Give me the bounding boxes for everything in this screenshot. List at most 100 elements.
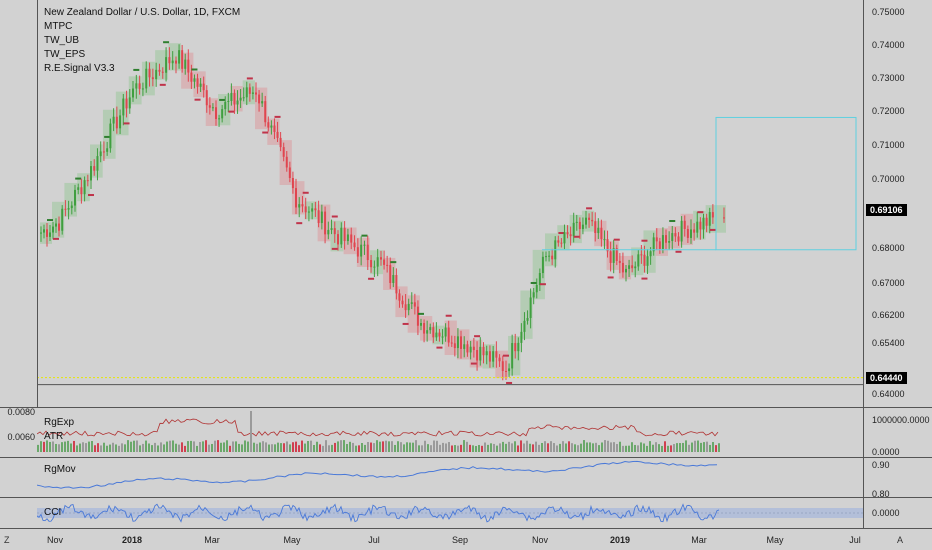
volume-bar [277, 442, 279, 452]
signal-marker [133, 68, 140, 71]
volume-bar [79, 443, 81, 452]
volume-bar [406, 442, 408, 452]
volume-bar [574, 444, 576, 452]
candle-body [652, 237, 655, 252]
corner-left[interactable]: Z [4, 535, 10, 545]
indicator-tw-eps[interactable]: TW_EPS [44, 49, 86, 60]
volume-bar [397, 441, 399, 452]
pane-separator[interactable] [0, 407, 932, 408]
candle-body [472, 346, 475, 351]
rgmov-pane[interactable] [37, 458, 863, 497]
left-scale[interactable]: 0.0080 0.0060 [0, 0, 35, 528]
candle-body [600, 227, 603, 240]
candle-body [686, 229, 689, 238]
volume-bar [631, 442, 633, 452]
rgmov-label[interactable]: RgMov [44, 464, 76, 475]
signal-zone [495, 350, 508, 379]
price-pane[interactable] [37, 0, 863, 407]
volume-bar [427, 444, 429, 452]
volume-bar [559, 443, 561, 452]
volume-bar [526, 440, 528, 452]
candle-body [184, 59, 187, 69]
volume-bar [73, 440, 75, 452]
indicator-re-signal[interactable]: R.E.Signal V3.3 [44, 63, 115, 74]
price-chart[interactable] [37, 0, 863, 407]
cci-label[interactable]: CCI [44, 507, 62, 518]
volume-bar [88, 441, 90, 452]
volume-bar [145, 440, 147, 452]
signal-marker [669, 220, 676, 223]
volume-bar [310, 440, 312, 452]
candle-body [407, 303, 410, 311]
volume-bar [373, 443, 375, 452]
signal-marker [390, 261, 397, 264]
cci-line [37, 503, 720, 523]
volume-bar [160, 442, 162, 452]
volume-bar [346, 444, 348, 452]
candle-body [135, 83, 138, 89]
candle-body [466, 344, 469, 353]
atr-label[interactable]: ATR [44, 431, 64, 442]
rgexp-pane[interactable] [37, 408, 863, 457]
rgmov-right-tick: 0.80 [872, 489, 890, 499]
signal-zone [155, 50, 169, 80]
time-axis-label: May [283, 535, 301, 545]
indicator-mtpc[interactable]: MTPC [44, 21, 73, 32]
candle-body [606, 239, 609, 252]
candle-body [404, 304, 407, 311]
signal-marker [607, 276, 614, 279]
candle-body [711, 212, 714, 218]
pane-separator[interactable] [0, 497, 932, 498]
volume-bar [595, 442, 597, 452]
pane-separator[interactable] [0, 457, 932, 458]
rgexp-label[interactable]: RgExp [44, 417, 75, 428]
volume-bar [292, 442, 294, 452]
signal-zone [267, 118, 280, 145]
volume-bar [127, 440, 129, 452]
cci-pane[interactable] [37, 498, 863, 528]
candle-body [416, 306, 419, 326]
candle-body [646, 256, 649, 266]
volume-bar [190, 440, 192, 452]
candle-body [141, 88, 144, 90]
time-axis[interactable]: Nov 2018 Mar May Jul Sep Nov 2019 Mar May Jul [37, 530, 863, 550]
price-tick: 0.74000 [872, 40, 905, 50]
candle-body [447, 327, 450, 343]
volume-bar [700, 442, 702, 452]
cci-right-tick: 0.0000 [872, 508, 900, 518]
candle-body [548, 255, 551, 257]
corner-right[interactable]: A [897, 535, 904, 545]
candle-body [505, 371, 507, 373]
volume-bar [283, 443, 285, 452]
volume-bar [682, 442, 684, 452]
volume-bar [568, 441, 570, 452]
signal-zone [205, 98, 218, 127]
candle-body [224, 101, 227, 110]
signal-marker [228, 110, 235, 113]
time-axis-label: 2018 [121, 535, 143, 545]
candle-body [307, 211, 310, 213]
volume-bar [622, 445, 624, 452]
volume-bar [118, 445, 120, 452]
signal-marker [361, 234, 368, 237]
volume-bar [457, 445, 459, 452]
volume-bar [529, 443, 531, 452]
indicator-tw-ub[interactable]: TW_UB [44, 35, 79, 46]
candle-body [80, 187, 83, 195]
symbol-title[interactable]: New Zealand Dollar / U.S. Dollar, 1D, FX… [44, 7, 241, 18]
time-axis-label: Mar [691, 535, 707, 545]
volume-bar [607, 440, 609, 452]
candle-body [640, 254, 643, 256]
candle-body [264, 101, 267, 123]
signal-marker [573, 235, 580, 238]
signal-marker [302, 191, 309, 194]
volume-bar [670, 445, 672, 452]
candle-body [181, 50, 184, 69]
candle-body [373, 266, 376, 268]
candle-body [175, 60, 177, 64]
volume-bar [226, 440, 228, 452]
volume-bar [583, 440, 585, 452]
signal-zone [242, 80, 255, 105]
candle-body [680, 220, 683, 242]
price-scale[interactable]: 0.75000 0.74000 0.73000 0.72000 0.71000 … [864, 0, 932, 528]
